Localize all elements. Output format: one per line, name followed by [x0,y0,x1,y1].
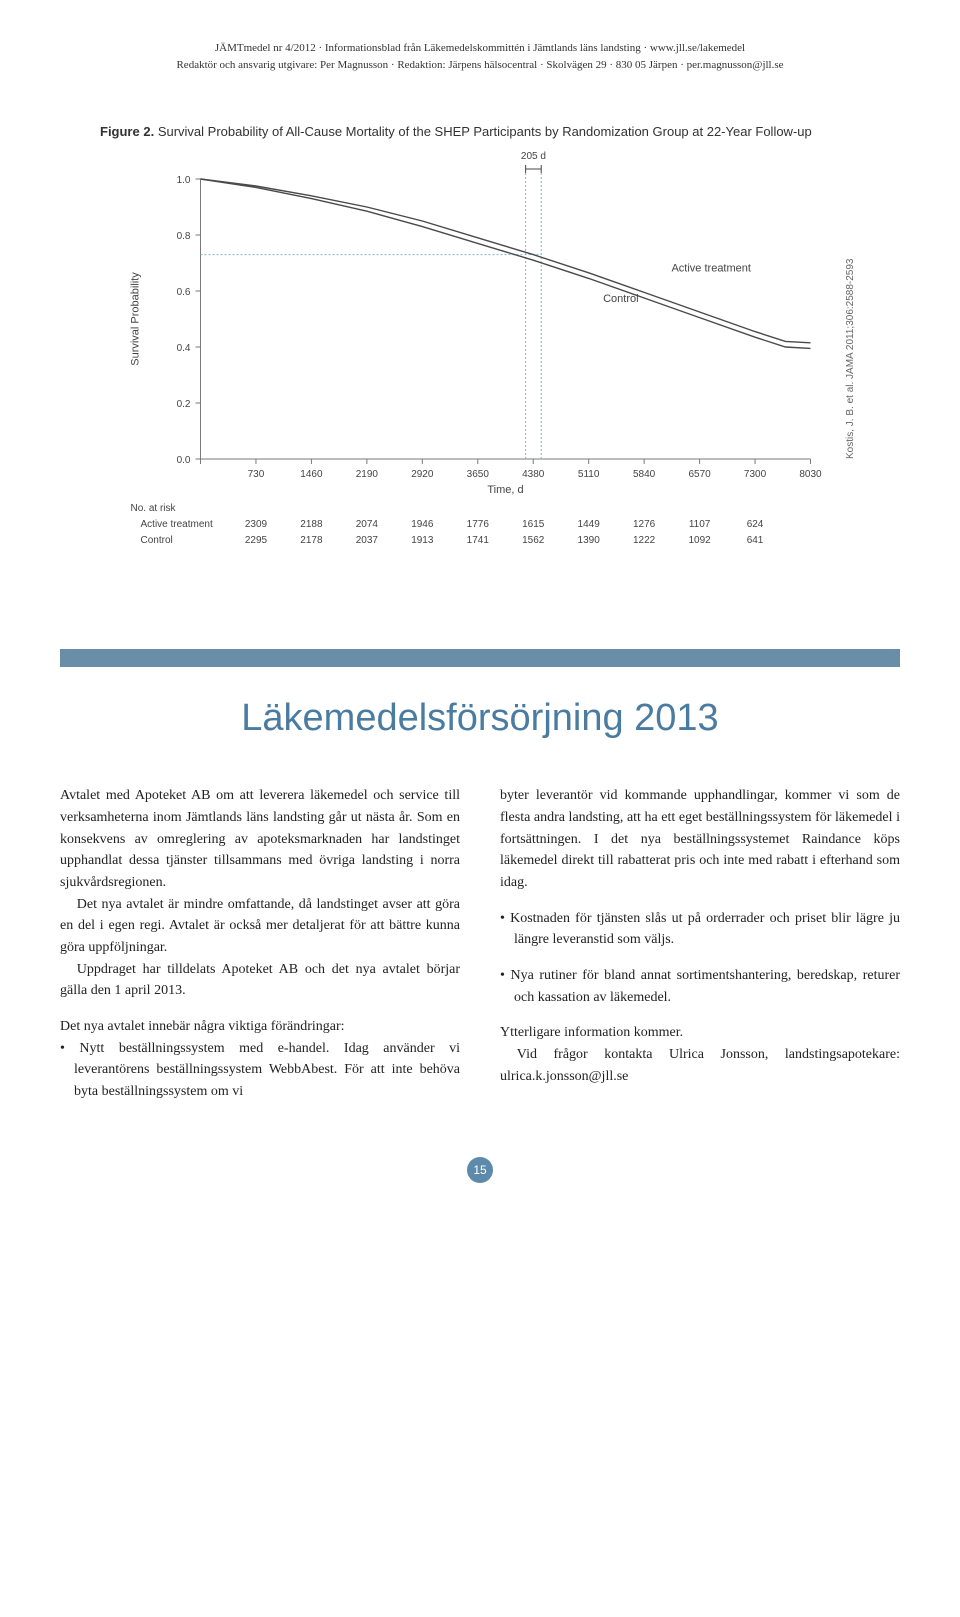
svg-text:1615: 1615 [522,519,545,530]
svg-text:2178: 2178 [300,535,323,546]
svg-text:0.4: 0.4 [177,343,191,354]
bullet-item: Nytt beställningssystem med e-handel. Id… [60,1038,460,1103]
figure-caption-text: Survival Probability of All-Cause Mortal… [158,124,812,139]
para: Avtalet med Apoteket AB om att leverera … [60,785,460,893]
svg-text:1222: 1222 [633,535,656,546]
chart-citation: Kostis, J. B. et al. JAMA 2011;306:2588-… [841,149,860,569]
svg-text:8030: 8030 [799,469,822,480]
svg-text:2295: 2295 [245,535,268,546]
body-columns: Avtalet med Apoteket AB om att leverera … [60,785,900,1117]
survival-chart: 0.0 0.2 0.4 0.6 0.8 1.0 730 1460 2190 2920 3650 438… [100,149,841,569]
figure-caption: Figure 2. Survival Probability of All-Ca… [100,123,860,141]
svg-text:1.0: 1.0 [177,175,191,186]
svg-text:1776: 1776 [467,519,490,530]
para: Ytterligare information kommer. [500,1022,900,1044]
svg-text:2920: 2920 [411,469,434,480]
para: Vid frågor kontakta Ulrica Jonsson, land… [500,1044,900,1087]
svg-text:4380: 4380 [522,469,545,480]
svg-text:1449: 1449 [578,519,601,530]
svg-text:Control: Control [141,535,173,546]
svg-text:7300: 7300 [744,469,767,480]
svg-text:0.2: 0.2 [177,399,191,410]
svg-text:1107: 1107 [689,519,711,530]
bullet-item: Nya rutiner för bland annat sortimentsha… [500,965,900,1008]
svg-text:624: 624 [747,519,764,530]
left-column: Avtalet med Apoteket AB om att leverera … [60,785,460,1117]
svg-text:Active treatment: Active treatment [141,519,213,530]
page-header: JÄMTmedel nr 4/2012 · Informationsblad f… [60,40,900,73]
svg-text:Active treatment: Active treatment [671,263,750,275]
svg-text:5840: 5840 [633,469,656,480]
para: Det nya avtalet är mindre omfattande, då… [60,894,460,959]
svg-text:1276: 1276 [633,519,656,530]
svg-text:0.6: 0.6 [177,287,191,298]
svg-text:1913: 1913 [411,535,434,546]
svg-text:641: 641 [747,535,764,546]
svg-text:2190: 2190 [356,469,379,480]
svg-text:1946: 1946 [411,519,434,530]
svg-text:1092: 1092 [688,535,711,546]
svg-text:No. at risk: No. at risk [131,503,177,514]
svg-text:1562: 1562 [522,535,545,546]
svg-text:2309: 2309 [245,519,268,530]
svg-text:0.8: 0.8 [177,231,191,242]
para: Det nya avtalet innebär några viktiga fö… [60,1016,460,1038]
figure-block: Figure 2. Survival Probability of All-Ca… [100,123,860,569]
svg-text:2037: 2037 [356,535,379,546]
header-line-1: JÄMTmedel nr 4/2012 · Informationsblad f… [60,40,900,57]
svg-text:205 d: 205 d [521,151,546,162]
svg-text:6570: 6570 [688,469,711,480]
svg-text:1460: 1460 [300,469,323,480]
svg-text:3650: 3650 [467,469,490,480]
svg-text:1390: 1390 [578,535,601,546]
svg-text:1741: 1741 [467,535,490,546]
svg-text:Time, d: Time, d [487,484,523,496]
right-column: byter leverantör vid kommande upphandlin… [500,785,900,1117]
main-title: Läkemedelsförsörjning 2013 [60,697,900,740]
svg-text:0.0: 0.0 [177,455,191,466]
divider-bar [60,649,900,667]
svg-text:2188: 2188 [300,519,323,530]
svg-text:730: 730 [248,469,265,480]
figure-label: Figure 2. [100,124,154,139]
svg-text:Survival Probability: Survival Probability [130,272,142,366]
page-number: 15 [467,1157,493,1183]
header-line-2: Redaktör och ansvarig utgivare: Per Magn… [60,57,900,74]
svg-text:5110: 5110 [578,469,600,480]
para: byter leverantör vid kommande upphandlin… [500,785,900,893]
svg-text:Control: Control [603,293,638,305]
para: Uppdraget har tilldelats Apoteket AB och… [60,959,460,1002]
bullet-item: Kostnaden för tjänsten slås ut på orderr… [500,908,900,951]
svg-text:2074: 2074 [356,519,379,530]
page-number-badge: 15 [60,1157,900,1183]
